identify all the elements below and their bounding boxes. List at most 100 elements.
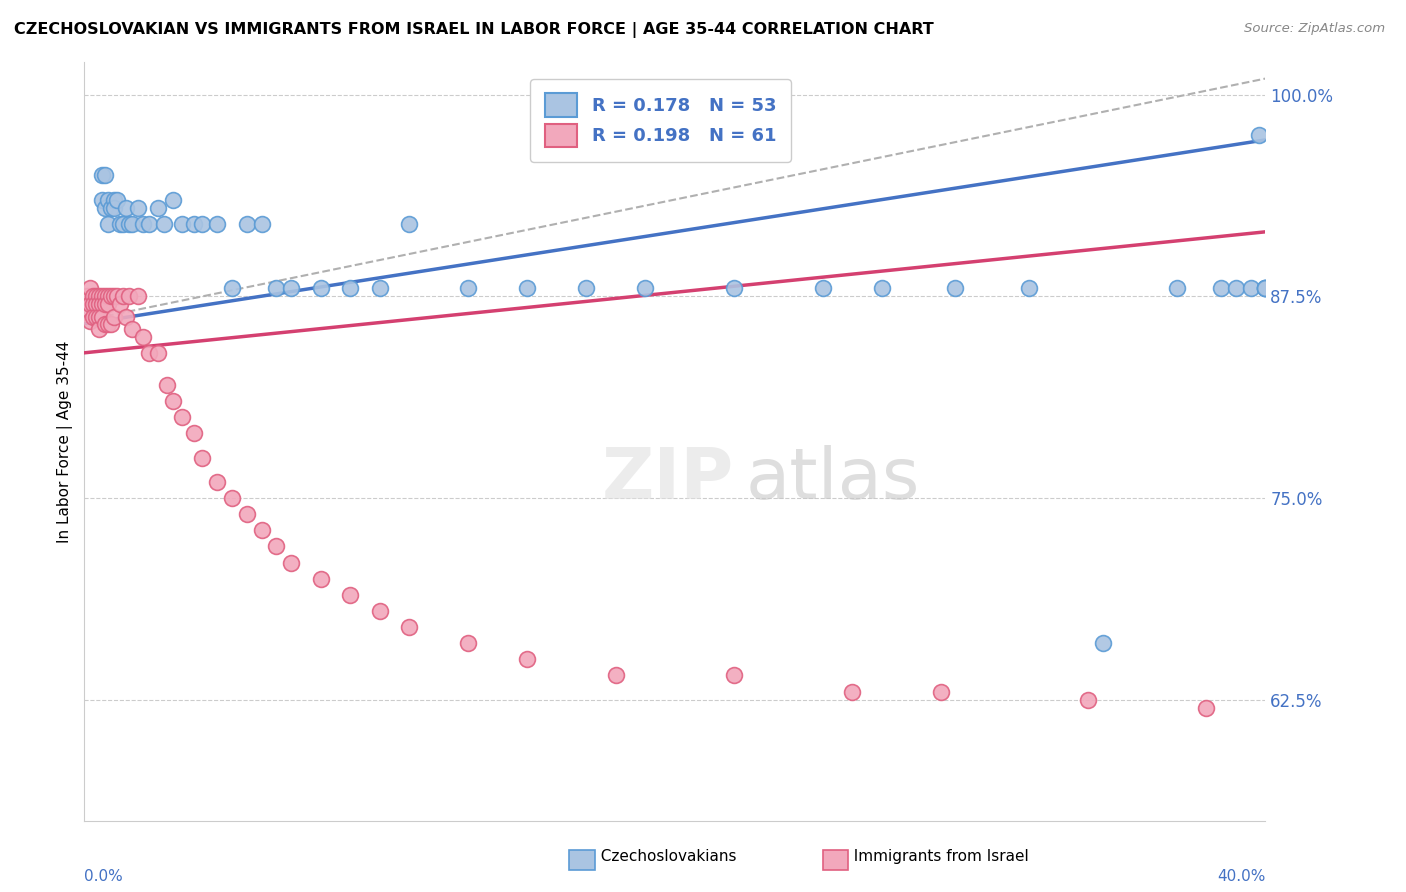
Point [1195, 700, 1218, 714]
Point [1254, 281, 1277, 295]
Point [76, 305, 98, 319]
Point [929, 684, 952, 698]
Point [1166, 281, 1188, 295]
Point [111, 289, 134, 303]
Point [100, 317, 122, 331]
Point [250, 217, 273, 231]
Point [94, 317, 117, 331]
Point [100, 201, 122, 215]
Point [1254, 281, 1277, 295]
Point [94, 297, 117, 311]
Point [339, 588, 361, 602]
Point [156, 378, 179, 392]
Point [1254, 281, 1277, 295]
Point [91, 169, 114, 183]
Point [723, 668, 745, 682]
Point [148, 346, 170, 360]
Point [97, 193, 120, 207]
Text: Source: ZipAtlas.com: Source: ZipAtlas.com [1244, 22, 1385, 36]
Point [132, 217, 155, 231]
Point [91, 297, 114, 311]
Point [91, 193, 114, 207]
Point [236, 507, 259, 521]
Point [280, 556, 302, 570]
Point [339, 281, 361, 295]
Point [79, 313, 101, 327]
Point [398, 217, 420, 231]
Point [111, 217, 134, 231]
Point [368, 281, 391, 295]
Point [221, 281, 243, 295]
Point [183, 426, 205, 441]
Point [221, 491, 243, 505]
Point [605, 668, 627, 682]
Point [1211, 281, 1233, 295]
Point [516, 281, 538, 295]
Point [79, 297, 101, 311]
Y-axis label: In Labor Force | Age 35-44: In Labor Force | Age 35-44 [58, 341, 73, 542]
Text: 40.0%: 40.0% [1218, 869, 1265, 884]
Point [114, 201, 136, 215]
Text: CZECHOSLOVAKIAN VS IMMIGRANTS FROM ISRAEL IN LABOR FORCE | AGE 35-44 CORRELATION: CZECHOSLOVAKIAN VS IMMIGRANTS FROM ISRAE… [14, 22, 934, 38]
Point [105, 193, 128, 207]
Point [309, 281, 332, 295]
Point [127, 201, 149, 215]
Point [91, 310, 114, 325]
Point [132, 329, 155, 343]
Point [191, 217, 214, 231]
Point [121, 321, 143, 335]
Point [170, 217, 193, 231]
Point [723, 281, 745, 295]
Point [97, 297, 120, 311]
Point [634, 281, 657, 295]
Text: Immigrants from Israel: Immigrants from Israel [844, 849, 1028, 863]
Point [76, 289, 98, 303]
Point [266, 540, 288, 554]
Point [138, 346, 160, 360]
Point [103, 289, 125, 303]
Point [457, 636, 479, 650]
Point [79, 281, 101, 295]
Point [82, 289, 104, 303]
Text: Czechoslovakians: Czechoslovakians [591, 849, 735, 863]
Point [841, 684, 863, 698]
Point [91, 289, 114, 303]
Point [84, 289, 107, 303]
Point [108, 297, 131, 311]
Point [162, 394, 184, 409]
Point [94, 169, 117, 183]
Point [94, 289, 117, 303]
Point [103, 193, 125, 207]
Point [82, 310, 104, 325]
Point [114, 310, 136, 325]
Point [97, 317, 120, 331]
Point [280, 281, 302, 295]
Point [82, 297, 104, 311]
Point [870, 281, 893, 295]
Point [191, 450, 214, 465]
Point [162, 193, 184, 207]
Point [811, 281, 834, 295]
Point [368, 604, 391, 618]
Point [1240, 281, 1263, 295]
Point [97, 217, 120, 231]
Point [1077, 692, 1099, 706]
Point [1225, 281, 1247, 295]
Point [127, 289, 149, 303]
Point [398, 620, 420, 634]
Point [266, 281, 288, 295]
Point [207, 217, 229, 231]
Point [87, 310, 111, 325]
Point [100, 289, 122, 303]
Point [103, 310, 125, 325]
Point [138, 217, 160, 231]
Point [516, 652, 538, 666]
Point [105, 289, 128, 303]
Text: atlas: atlas [745, 445, 920, 514]
Point [153, 217, 176, 231]
Point [309, 572, 332, 586]
Point [1254, 281, 1277, 295]
Point [148, 201, 170, 215]
Point [457, 281, 479, 295]
Point [1018, 281, 1040, 295]
